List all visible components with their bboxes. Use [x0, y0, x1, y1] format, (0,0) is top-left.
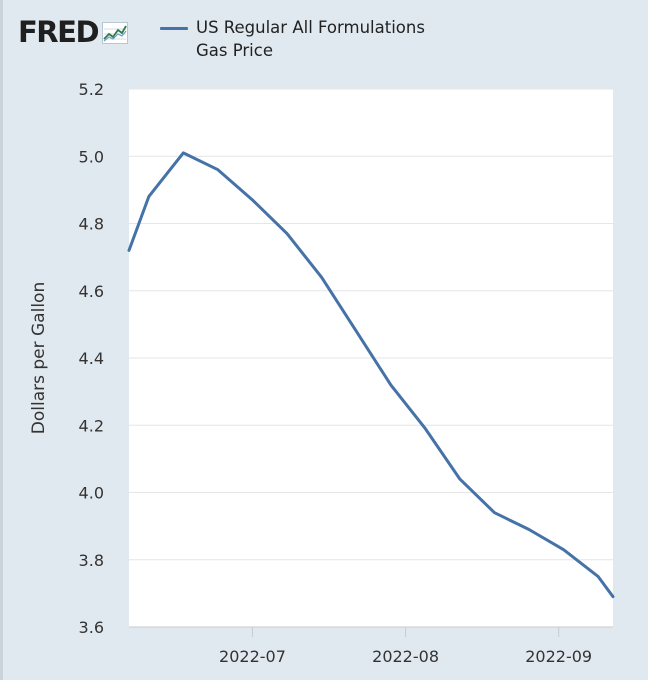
y-tick-label: 3.6 — [79, 618, 104, 637]
y-tick-label: 4.0 — [79, 484, 104, 503]
legend[interactable]: US Regular All Formulations Gas Price — [160, 16, 436, 62]
data-point[interactable] — [420, 424, 430, 434]
x-tick-label: 2022-09 — [525, 647, 592, 666]
legend-label: US Regular All Formulations Gas Price — [196, 18, 425, 60]
data-point[interactable] — [455, 474, 465, 484]
data-point[interactable] — [351, 326, 361, 336]
legend-swatch — [160, 27, 188, 30]
data-point[interactable] — [124, 245, 134, 255]
data-point[interactable] — [282, 229, 292, 239]
y-tick-label: 5.0 — [79, 147, 104, 166]
y-tick-label: 4.8 — [79, 215, 104, 234]
data-point[interactable] — [144, 192, 154, 202]
data-point[interactable] — [608, 592, 618, 602]
data-point[interactable] — [489, 508, 499, 518]
data-point[interactable] — [386, 380, 396, 390]
data-point[interactable] — [559, 545, 569, 555]
series-line[interactable] — [127, 151, 615, 599]
data-point[interactable] — [524, 524, 534, 534]
x-tick-label: 2022-08 — [372, 647, 439, 666]
fred-logo[interactable]: FRED — [18, 15, 129, 49]
data-point[interactable] — [317, 272, 327, 282]
frame-edge — [0, 0, 3, 680]
y-tick-label: 3.8 — [79, 551, 104, 570]
data-point[interactable] — [593, 572, 603, 582]
chart-header: FRED US Regular All Formulations Gas Pri… — [0, 0, 648, 80]
fred-logo-text: FRED — [18, 15, 100, 49]
data-point[interactable] — [247, 195, 257, 205]
data-point[interactable] — [178, 148, 188, 158]
y-tick-label: 4.2 — [79, 416, 104, 435]
line-chart-icon — [102, 22, 129, 44]
y-tick-label: 4.4 — [79, 349, 104, 368]
y-tick-label: 4.6 — [79, 282, 104, 301]
y-tick-label: 5.2 — [79, 80, 104, 99]
data-point[interactable] — [213, 165, 223, 175]
x-tick-label: 2022-07 — [219, 647, 286, 666]
y-axis-title: Dollars per Gallon — [29, 282, 49, 434]
